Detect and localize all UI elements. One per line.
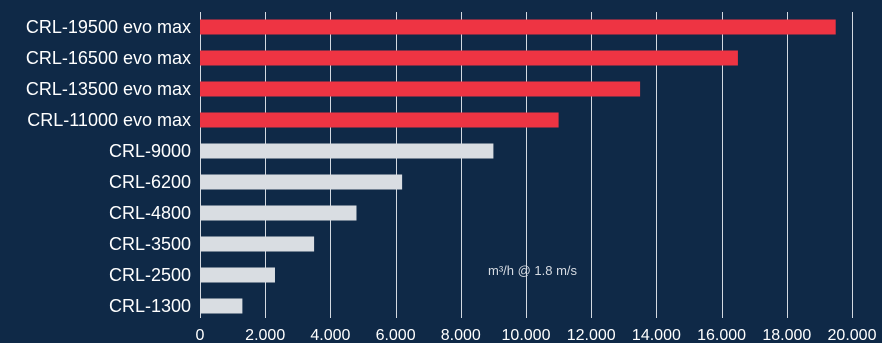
category-label: CRL-3500 (109, 234, 191, 254)
bar (200, 267, 275, 283)
bar (200, 205, 357, 221)
bar (200, 174, 403, 190)
bar (200, 143, 494, 159)
x-tick-label: 4.000 (310, 327, 350, 343)
bar-layer (200, 19, 836, 314)
bar (200, 50, 738, 66)
x-tick-label: 14.000 (632, 327, 681, 343)
x-tick-label: 8.000 (441, 327, 481, 343)
x-tick-label: 12.000 (567, 327, 616, 343)
category-label: CRL-6200 (109, 172, 191, 192)
x-tick-label: 16.000 (697, 327, 746, 343)
x-tick-label: 10.000 (502, 327, 551, 343)
unit-annotation: m³/h @ 1.8 m/s (488, 263, 578, 278)
bar (200, 19, 836, 35)
category-label: CRL-2500 (109, 265, 191, 285)
x-tick-label: 6.000 (376, 327, 416, 343)
bar (200, 112, 559, 128)
x-tick-label: 0 (196, 327, 205, 343)
category-label: CRL-13500 evo max (26, 79, 191, 99)
category-label: CRL-4800 (109, 203, 191, 223)
category-label: CRL-19500 evo max (26, 17, 191, 37)
category-label: CRL-11000 evo max (27, 110, 191, 130)
category-label-layer: CRL-19500 evo max CRL-16500 evo max CRL-13… (26, 17, 191, 316)
category-label: CRL-9000 (109, 141, 191, 161)
category-label: CRL-1300 (109, 296, 191, 316)
x-tick-label: 2.000 (245, 327, 285, 343)
tick-label-layer: 0 2.000 4.000 6.000 8.000 10.000 12.000 14.000 1… (196, 327, 877, 343)
x-tick-label: 20.000 (828, 327, 877, 343)
category-label: CRL-16500 evo max (26, 48, 191, 68)
bar (200, 298, 243, 314)
bar (200, 236, 315, 252)
x-tick-label: 18.000 (762, 327, 811, 343)
bar (200, 81, 641, 97)
